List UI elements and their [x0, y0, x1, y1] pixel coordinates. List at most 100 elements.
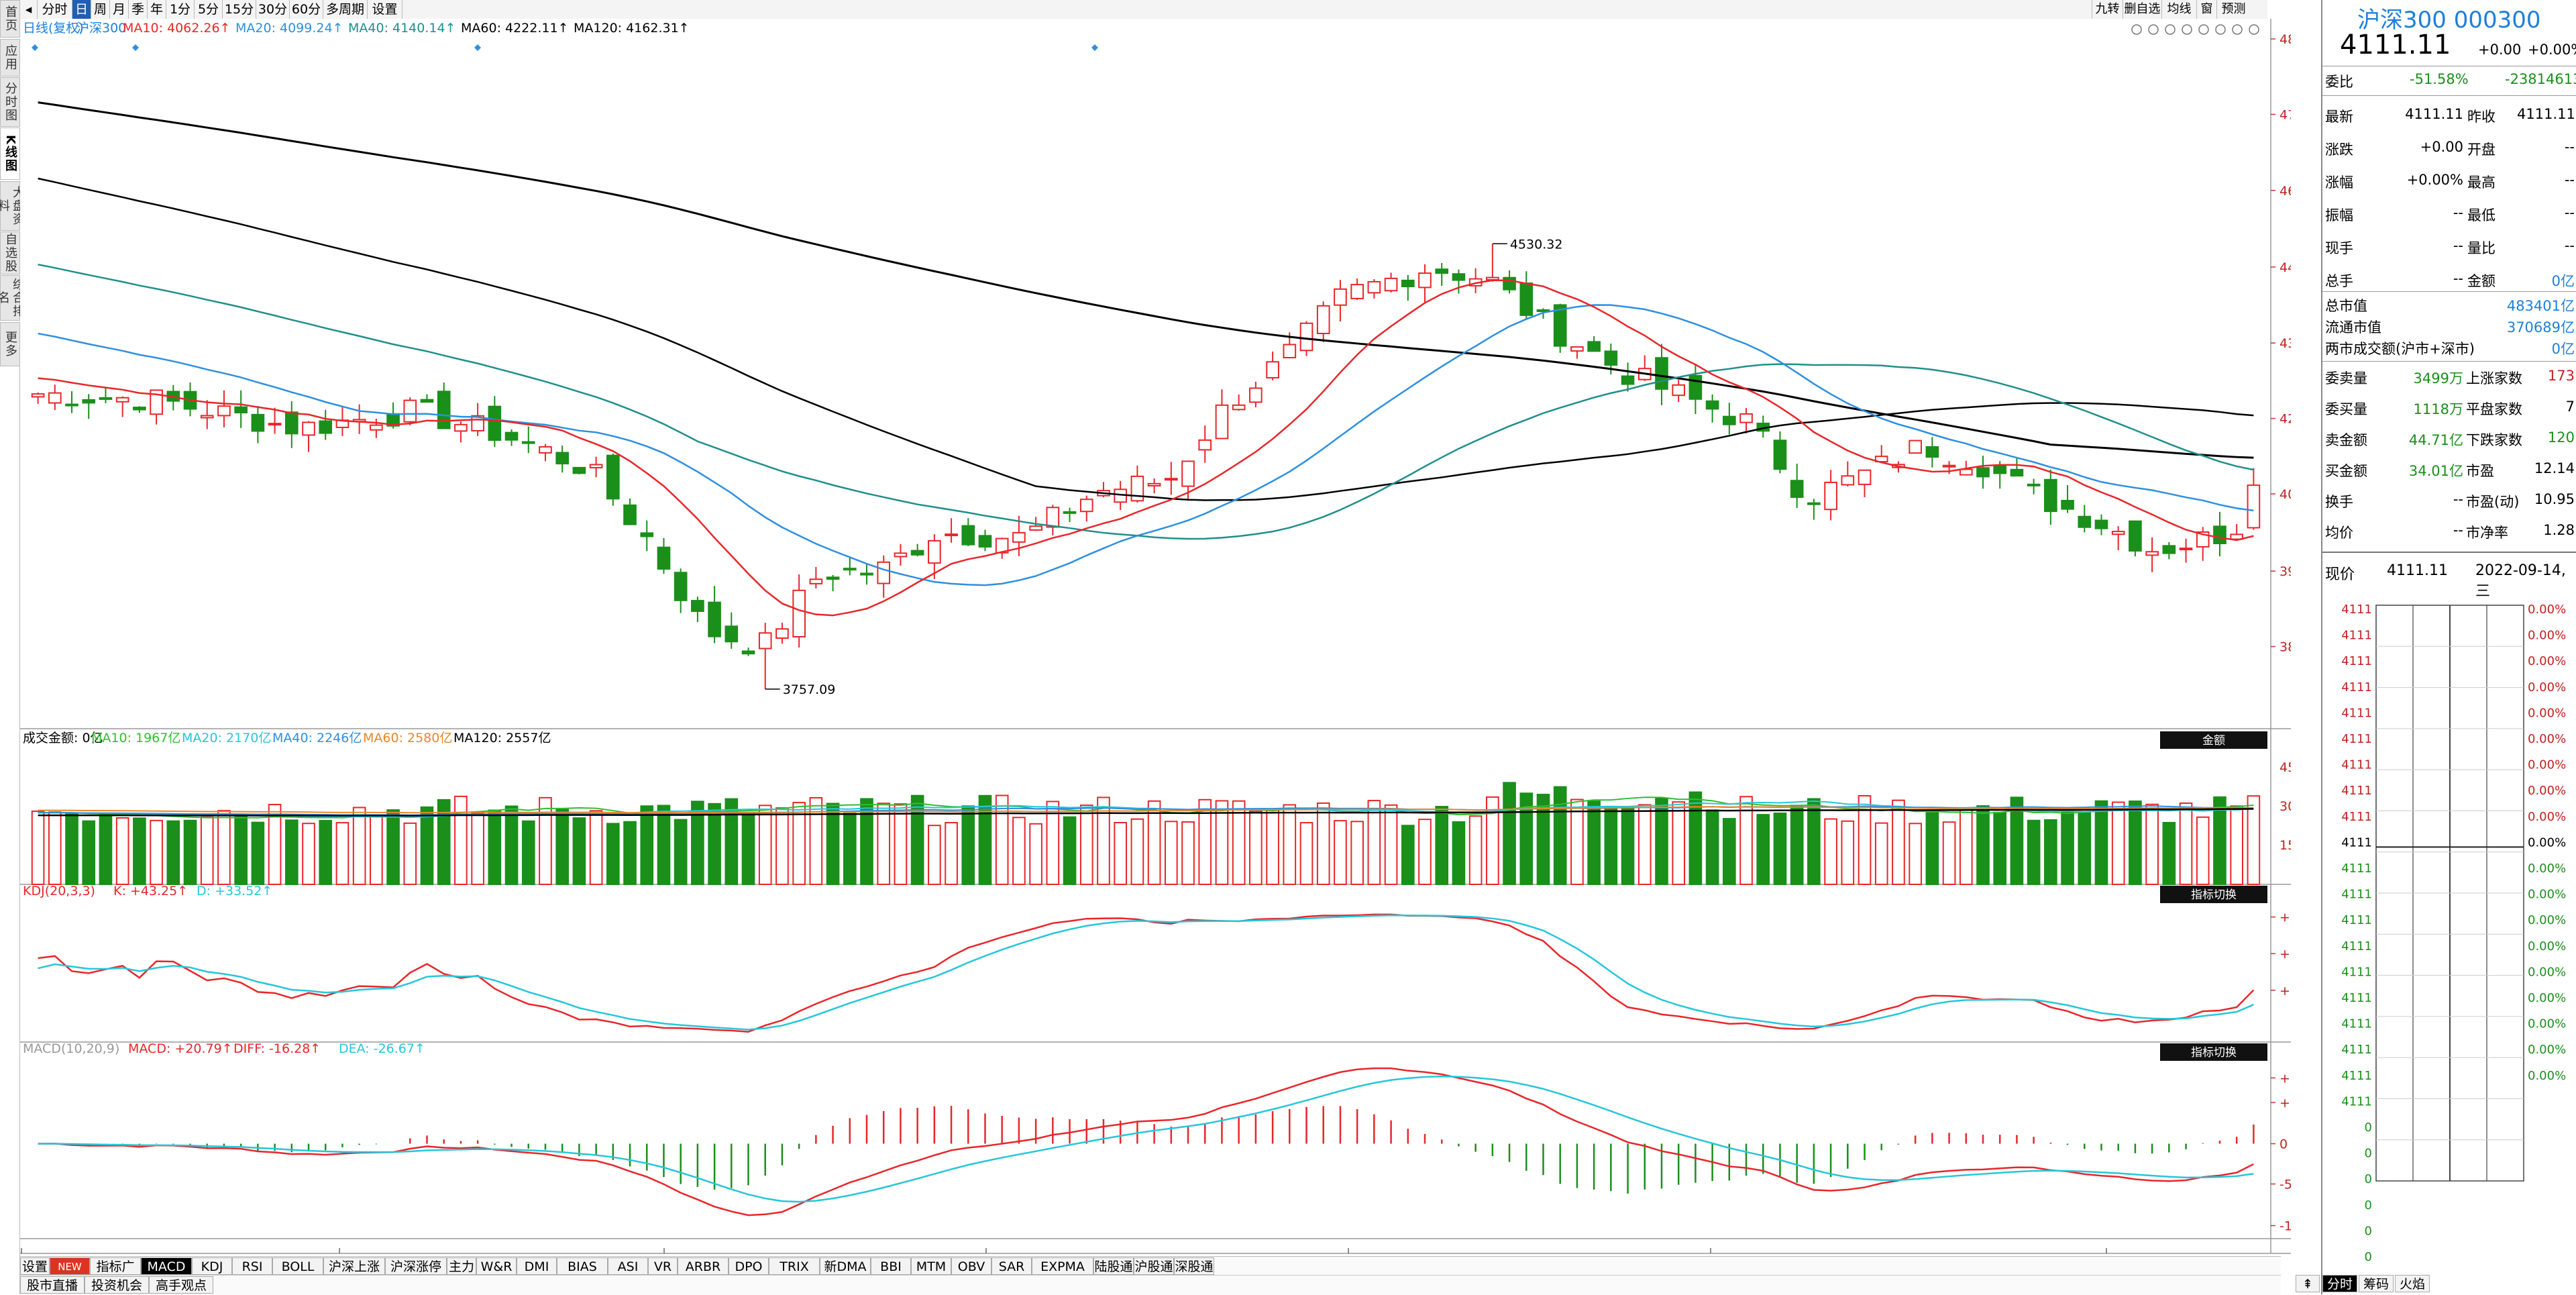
candle-body: [302, 421, 315, 436]
indicator-tab-13[interactable]: ASI: [608, 1257, 648, 1275]
candle-body: [2213, 525, 2226, 545]
volume-bar: [910, 794, 924, 885]
toolbar-right-3[interactable]: 窗: [2196, 0, 2216, 19]
indicator-tab-20[interactable]: MTM: [911, 1257, 951, 1275]
toolbar-right-1[interactable]: 删自选: [2123, 0, 2161, 19]
right-bottom-tab-2[interactable]: 火焰: [2395, 1275, 2430, 1292]
up-arrow-icon[interactable]: ⇞: [2296, 1275, 2320, 1292]
candle-body: [1570, 346, 1584, 352]
volume-bar: [166, 820, 180, 885]
divider-4: [2322, 361, 2576, 362]
indicator-tab-25[interactable]: 沪股通: [1134, 1257, 1174, 1275]
price-legend-5: MA60: 4222.11↑: [461, 21, 569, 36]
indicator-tab-7[interactable]: 沪深上涨数: [323, 1257, 385, 1292]
price-legend-0: 日线(复权): [23, 21, 84, 36]
candle-body: [2027, 483, 2041, 486]
indicator-tab-18[interactable]: 新DMA: [820, 1257, 871, 1275]
volume-bar: [691, 800, 704, 885]
indicator-tab-26[interactable]: 深股通: [1174, 1257, 1214, 1275]
side-tab-1[interactable]: 应用: [0, 39, 20, 76]
bottom-tab-0[interactable]: 股市直播: [20, 1276, 85, 1294]
indicator-tab-8[interactable]: 沪深涨停数: [385, 1257, 447, 1292]
volume-bar: [2213, 796, 2226, 886]
fullscreen-icon[interactable]: [2182, 24, 2192, 35]
side-tab-7[interactable]: 更多: [0, 322, 20, 366]
side-tab-2[interactable]: 分时图: [0, 77, 20, 127]
candle-body: [1367, 280, 1381, 294]
period-tab-7[interactable]: 5分: [195, 0, 223, 19]
volume-bar: [1266, 808, 1279, 886]
candle-body: [2078, 515, 2092, 528]
side-tab-5[interactable]: 自选股: [0, 231, 20, 274]
change-pct: +0.00%: [2528, 42, 2576, 58]
volume-legend-0: 成交金额: 0亿: [23, 731, 103, 745]
indicator-tab-19[interactable]: BBI: [871, 1257, 911, 1275]
weibi-pct: -51.58%: [2410, 71, 2469, 87]
indicator-tab-14[interactable]: VR: [648, 1257, 678, 1275]
volume-bar: [843, 813, 857, 886]
indicator-tab-10[interactable]: W&R: [476, 1257, 517, 1275]
change-value: +0.00: [2478, 42, 2522, 58]
right-bottom-tab-0[interactable]: 分时: [2322, 1275, 2357, 1292]
undo-icon[interactable]: [2165, 24, 2176, 35]
indicator-tab-1[interactable]: NEW: [50, 1257, 90, 1275]
macd-tag[interactable]: [2160, 1043, 2267, 1061]
indicator-tab-0[interactable]: 设置: [20, 1257, 50, 1275]
candle-body: [454, 423, 468, 432]
intraday-mini-chart[interactable]: 4111 4111 4111 4111 4111 4111 4111 4111 4111 4111…: [2322, 590, 2576, 1268]
indicator-tab-5[interactable]: RSI: [232, 1257, 272, 1275]
indicator-tab-22[interactable]: SAR: [991, 1257, 1032, 1275]
indicator-tab-16[interactable]: DPO: [729, 1257, 769, 1275]
period-tab-4[interactable]: 季: [129, 0, 148, 19]
collapse-toggle-icon[interactable]: ◂: [20, 0, 38, 19]
toolbar-right-4[interactable]: 预测: [2216, 0, 2250, 19]
side-tab-3[interactable]: K线图: [0, 127, 20, 180]
period-tab-1[interactable]: 日: [72, 0, 91, 19]
period-tab-0[interactable]: 分时: [38, 0, 72, 19]
period-tab-11[interactable]: 多周期: [323, 0, 368, 19]
volume-tag[interactable]: [2160, 731, 2267, 749]
toolbar-right-2[interactable]: 均线: [2161, 0, 2196, 19]
macd-tick-label: +82.05: [2279, 1071, 2291, 1086]
side-tab-0[interactable]: 首页: [0, 0, 20, 38]
zoom-out-icon[interactable]: [2249, 24, 2259, 35]
period-tab-10[interactable]: 60分: [290, 0, 323, 19]
bottom-tab-1[interactable]: 投资机会: [85, 1276, 149, 1294]
indicator-tab-21[interactable]: OBV: [951, 1257, 991, 1275]
indicator-tab-17[interactable]: TRIX: [769, 1257, 820, 1275]
right-bottom-tab-1[interactable]: 筹码: [2359, 1275, 2394, 1292]
kdj-tag[interactable]: [2160, 886, 2267, 903]
indicator-tab-3[interactable]: MACD: [141, 1257, 192, 1275]
hand-icon[interactable]: [2148, 24, 2159, 35]
indicator-tab-9[interactable]: 主力: [447, 1257, 476, 1275]
period-tab-2[interactable]: 周: [91, 0, 110, 19]
kline-chart[interactable]: 4886 4755 4623 4490 4358 4227 4096 3962 3831 4530…: [20, 19, 2291, 1274]
indicator-tab-15[interactable]: ARBR: [678, 1257, 729, 1275]
period-tab-12[interactable]: 设置: [368, 0, 402, 19]
lock-icon[interactable]: [2198, 24, 2209, 35]
side-tab-4[interactable]: 大盘资料: [0, 181, 25, 231]
period-tab-6[interactable]: 1分: [166, 0, 195, 19]
side-tab-6[interactable]: 综合排名: [0, 275, 25, 321]
depth-value-2: 44.71亿: [2408, 432, 2463, 448]
volume-bar: [1215, 800, 1229, 885]
period-tab-3[interactable]: 月: [110, 0, 129, 19]
period-tab-8[interactable]: 15分: [223, 0, 256, 19]
volume-bar: [2179, 802, 2193, 885]
indicator-tab-24[interactable]: 陆股通: [1093, 1257, 1134, 1275]
indicator-tab-23[interactable]: EXPMA: [1032, 1257, 1093, 1275]
trash-icon[interactable]: [2215, 24, 2226, 35]
bottom-tab-2[interactable]: 高手观点: [149, 1276, 213, 1294]
indicator-tab-4[interactable]: KDJ: [192, 1257, 232, 1275]
zoom-in-icon[interactable]: [2232, 24, 2243, 35]
period-tab-9[interactable]: 30分: [256, 0, 290, 19]
indicator-tab-6[interactable]: BOLL: [272, 1257, 323, 1275]
toolbar-right-0[interactable]: 九转: [2092, 0, 2123, 19]
volume-bar: [302, 823, 315, 886]
period-tab-5[interactable]: 年: [148, 0, 166, 19]
divider-2: [2322, 95, 2576, 96]
refresh-icon[interactable]: [2131, 24, 2142, 35]
indicator-tab-11[interactable]: DMI: [517, 1257, 557, 1275]
indicator-tab-12[interactable]: BIAS: [557, 1257, 608, 1275]
indicator-tab-2[interactable]: 指标广场: [90, 1257, 141, 1292]
